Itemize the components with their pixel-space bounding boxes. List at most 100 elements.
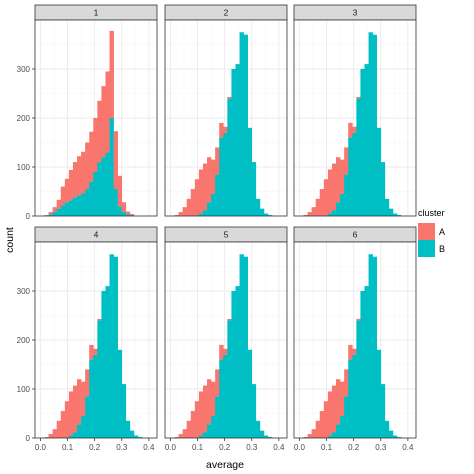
legend-label-A: A bbox=[439, 227, 445, 237]
bar-B bbox=[263, 435, 269, 438]
bar-A bbox=[105, 71, 110, 153]
panel-border bbox=[164, 19, 288, 217]
bar-B bbox=[360, 291, 365, 438]
bar-A bbox=[60, 186, 66, 206]
bar-B bbox=[64, 202, 70, 216]
bar-A bbox=[52, 429, 57, 438]
bar-B bbox=[247, 127, 253, 216]
bar-A bbox=[331, 385, 337, 433]
bar-B bbox=[215, 396, 220, 438]
bar-B bbox=[77, 195, 82, 216]
bar-A bbox=[190, 189, 196, 216]
bar-B bbox=[340, 415, 345, 438]
bar-B bbox=[223, 132, 228, 216]
x-tick-label: 0.2 bbox=[89, 443, 101, 452]
bar-B bbox=[219, 137, 224, 216]
facet-panel-4: 4 0 100 200 300 0.0 0.1 0.2 0.3 0.4 bbox=[17, 226, 158, 452]
y-tick-label: 300 bbox=[17, 287, 31, 296]
bar-A bbox=[327, 391, 333, 436]
facet-strip-label: 1 bbox=[94, 8, 99, 18]
bar-B bbox=[121, 212, 127, 216]
bar-A bbox=[202, 163, 208, 211]
bar-A bbox=[331, 163, 337, 211]
bar-A bbox=[174, 215, 179, 216]
bar-B bbox=[227, 98, 232, 216]
bar-B bbox=[397, 215, 402, 216]
bar-B bbox=[97, 320, 102, 438]
bar-B bbox=[72, 432, 78, 438]
bar-A bbox=[117, 175, 123, 207]
bar-B bbox=[231, 291, 236, 438]
bar-B bbox=[356, 98, 361, 216]
bar-A bbox=[336, 379, 341, 425]
bar-B bbox=[376, 127, 382, 216]
bar-B bbox=[89, 359, 94, 438]
x-tick-label: 0.3 bbox=[375, 443, 387, 452]
x-tick-label: 0.0 bbox=[294, 443, 306, 452]
bar-A bbox=[89, 344, 94, 360]
bar-B bbox=[101, 157, 106, 216]
y-tick-label: 0 bbox=[26, 212, 31, 221]
y-tick-label: 300 bbox=[17, 65, 31, 74]
x-tick-label: 0.0 bbox=[165, 443, 177, 452]
bar-B bbox=[109, 118, 114, 216]
bar-B bbox=[48, 214, 53, 216]
bar-B bbox=[101, 291, 106, 438]
bar-B bbox=[263, 213, 269, 216]
bar-B bbox=[81, 193, 86, 216]
bar-B bbox=[352, 132, 357, 216]
bar-B bbox=[227, 320, 232, 438]
bar-A bbox=[68, 391, 74, 436]
y-tick-label: 100 bbox=[17, 163, 31, 172]
bar-B bbox=[68, 200, 74, 216]
bar-B bbox=[211, 415, 216, 438]
bar-A bbox=[93, 348, 98, 355]
bar-B bbox=[255, 198, 261, 216]
bar-A bbox=[340, 381, 345, 416]
bar-A bbox=[319, 411, 325, 438]
bar-A bbox=[315, 420, 321, 438]
bar-B bbox=[259, 208, 265, 216]
bar-B bbox=[93, 171, 98, 216]
x-tick-label: 0.4 bbox=[402, 443, 414, 452]
bar-B bbox=[109, 254, 114, 438]
bar-B bbox=[364, 286, 369, 438]
bar-B bbox=[360, 69, 365, 216]
bar-B bbox=[331, 210, 337, 216]
bar-B bbox=[372, 256, 377, 438]
bar-A bbox=[182, 207, 187, 216]
bar-B bbox=[247, 349, 253, 438]
bar-A bbox=[64, 178, 70, 203]
bar-B bbox=[380, 384, 386, 438]
bar-B bbox=[239, 32, 244, 216]
y-tick-label: 200 bbox=[17, 114, 31, 123]
bar-A bbox=[97, 318, 102, 321]
bar-A bbox=[68, 169, 74, 201]
bar-B bbox=[113, 256, 118, 438]
bar-A bbox=[311, 429, 316, 438]
bar-B bbox=[105, 286, 110, 438]
bar-A bbox=[202, 385, 208, 433]
bar-A bbox=[211, 159, 216, 194]
bar-A bbox=[227, 96, 232, 99]
x-tick-label: 0.4 bbox=[273, 443, 285, 452]
bar-A bbox=[101, 86, 106, 158]
bar-A bbox=[303, 437, 308, 438]
bar-B bbox=[117, 206, 123, 216]
bar-B bbox=[138, 437, 143, 438]
bar-B bbox=[368, 32, 373, 216]
facet-strip-label: 5 bbox=[224, 230, 229, 240]
bar-B bbox=[344, 174, 349, 216]
bar-B bbox=[348, 137, 353, 216]
bar-A bbox=[198, 169, 204, 214]
x-tick-label: 0.2 bbox=[348, 443, 360, 452]
bar-A bbox=[60, 411, 66, 438]
bar-B bbox=[77, 424, 82, 438]
bar-A bbox=[227, 318, 232, 321]
bar-B bbox=[85, 396, 90, 438]
y-tick-label: 100 bbox=[17, 385, 31, 394]
bar-B bbox=[207, 202, 212, 216]
bar-B bbox=[340, 193, 345, 216]
bar-B bbox=[388, 430, 394, 438]
bar-B bbox=[327, 435, 333, 438]
